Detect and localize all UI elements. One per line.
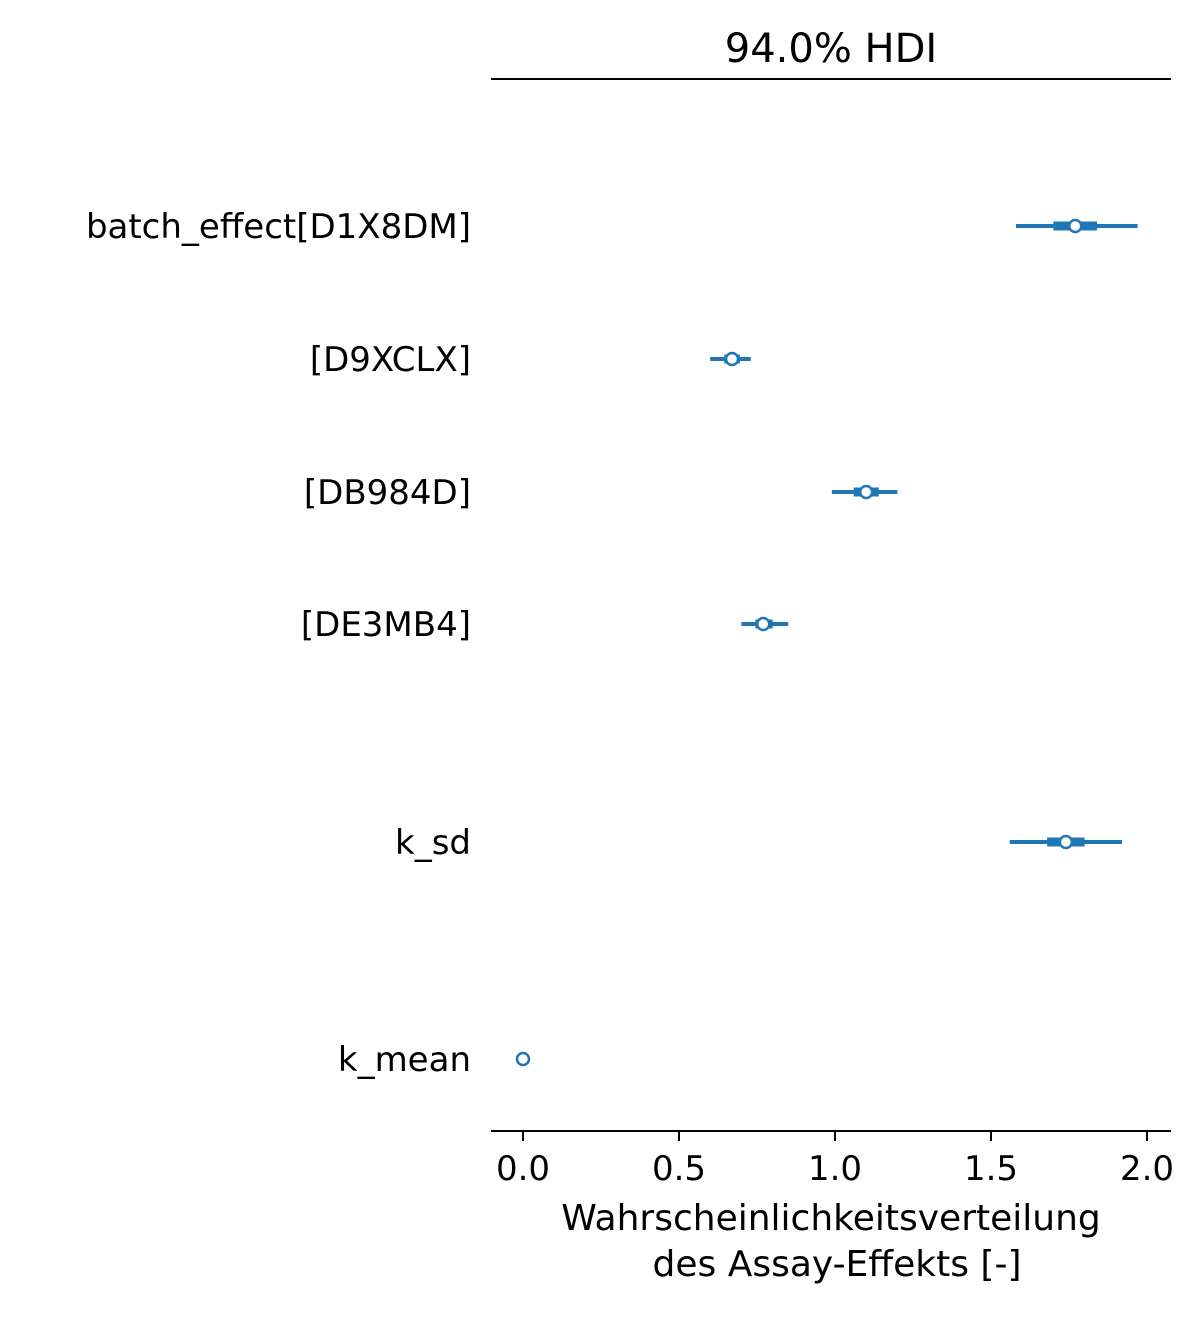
x-tick-label: 0.0 [496,1149,550,1189]
row-label: [DE3MB4] [301,605,471,645]
mean-point [1058,834,1074,850]
mean-point [724,351,740,367]
row-label: batch_effect[D1X8DM] [86,207,471,247]
row-label: [D9XCLX] [310,340,471,380]
row-label: [DB984D] [304,473,471,513]
rows-layer: batch_effect[D1X8DM] [D9XCLX] [DB984D] [DE3… [86,207,1138,1080]
forest-row: [D9XCLX] [310,340,751,380]
row-label: k_sd [395,823,471,863]
mean-point [858,484,874,500]
x-tick-label: 0.5 [652,1149,706,1189]
x-tick-label: 2.0 [1120,1149,1174,1189]
mean-point [515,1051,531,1067]
forest-row: batch_effect[D1X8DM] [86,207,1138,247]
forest-row: k_mean [338,1040,531,1080]
x-tick-label: 1.0 [808,1149,862,1189]
mean-point [755,616,771,632]
chart-title: 94.0% HDI [725,26,937,72]
x-axis-label-line-1: Wahrscheinlichkeitsverteilung [561,1198,1101,1239]
row-label: k_mean [338,1040,471,1080]
x-tick-label: 1.5 [964,1149,1018,1189]
x-axis-label-line-2: des Assay-Effekts [-] [653,1244,1022,1285]
forest-row: [DE3MB4] [301,605,789,645]
x-ticks: 0.0 0.5 1.0 1.5 2.0 [496,1131,1174,1189]
forest-row: [DB984D] [304,473,898,513]
mean-point [1067,218,1083,234]
forest-row: k_sd [395,823,1123,863]
